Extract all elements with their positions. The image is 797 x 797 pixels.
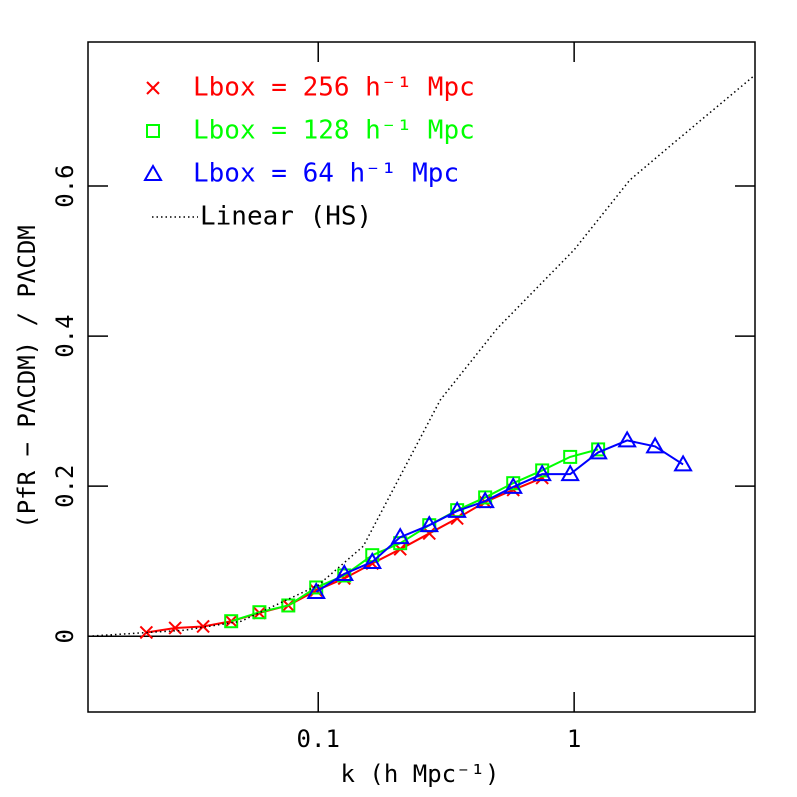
legend-label: Lbox = 64 h⁻¹ Mpc [193,159,459,189]
series-line [315,439,684,593]
marker [450,511,464,526]
marker-shape [617,430,637,448]
marker-stroke [450,511,464,526]
legend-label: Lbox = 128 h⁻¹ Mpc [193,116,475,146]
marker-shape [281,598,296,613]
x-axis-label: k (h Mpc⁻¹) [341,760,500,788]
marker-shape [390,527,410,545]
marker [139,625,154,640]
marker-stroke [422,526,436,541]
marker [306,581,326,599]
marker [390,527,410,545]
marker [143,163,163,181]
y-tick-label: 0.6 [51,164,79,207]
marker-shape [475,491,495,509]
marker-shape [252,605,267,620]
legend-label: Linear (HS) [200,202,372,232]
marker [475,491,495,509]
y-tick-label: 0.4 [51,314,79,357]
marker-shape [532,464,552,482]
marker [503,476,523,494]
marker-shape [143,163,163,181]
marker [617,430,637,448]
marker [168,621,182,635]
series-line [87,74,756,637]
marker [419,515,439,533]
marker [422,526,436,541]
marker-shape [447,500,467,518]
marker-stroke [196,619,210,634]
y-tick-label: 0.2 [51,464,79,507]
marker-shape [419,515,439,533]
marker-shape [563,449,578,464]
marker [281,598,296,613]
plot-frame [87,41,756,713]
marker-shape [503,476,523,494]
series-line [230,448,599,623]
marker-shape [588,442,608,460]
marker [252,605,267,620]
marker [563,449,578,464]
marker-shape [306,581,326,599]
marker [673,454,693,472]
marker-stroke [146,81,160,95]
marker [447,500,467,518]
marker-shape [334,563,354,581]
marker [588,442,608,460]
marker [146,124,160,138]
marker [196,619,210,634]
marker-stroke [139,625,154,640]
marker-shape [146,124,160,138]
marker-shape [560,464,580,482]
marker [560,464,580,482]
marker-stroke [168,621,182,635]
marker [645,436,665,454]
x-tick-label: 1 [567,725,581,753]
x-tick-label: 0.1 [297,725,340,753]
marker-shape [645,436,665,454]
marker-shape [224,614,239,629]
marker-shape [673,454,693,472]
marker [334,563,354,581]
marker [532,464,552,482]
legend-label: Lbox = 256 h⁻¹ Mpc [193,73,475,103]
y-tick-label: 0 [51,629,79,643]
marker [224,614,239,629]
marker-shape [362,551,382,569]
marker [146,81,160,95]
y-axis-label: (PfR − PΛCDM) / PΛCDM [13,225,41,528]
marker [362,551,382,569]
